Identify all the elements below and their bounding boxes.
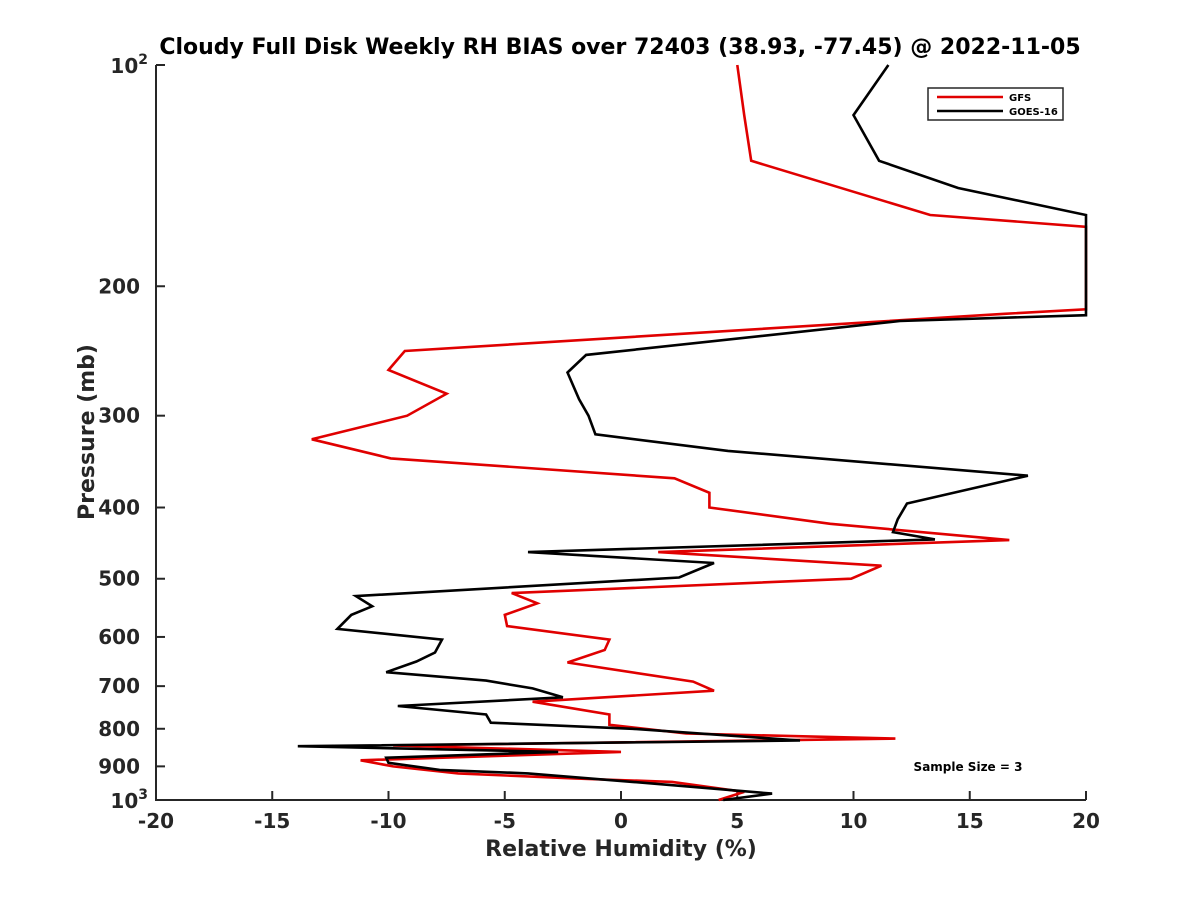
legend: GFS GOES-16 bbox=[927, 87, 1064, 121]
plot-area: -20 -15 -10 -5 0 5 10 15 20 102 200 300 400 500 600 70… bbox=[98, 52, 1100, 833]
x-tick-label: -15 bbox=[254, 809, 290, 833]
series-line-goes-16 bbox=[297, 64, 1088, 802]
series-lines bbox=[297, 64, 1088, 802]
y-tick-label: 700 bbox=[98, 674, 140, 698]
y-axis-label: Pressure (mb) bbox=[75, 344, 100, 520]
y-tick-label: 400 bbox=[98, 496, 140, 520]
y-tick-label: 500 bbox=[98, 567, 140, 591]
x-tick-label: 10 bbox=[840, 809, 868, 833]
legend-box bbox=[927, 87, 1064, 121]
chart-title: Cloudy Full Disk Weekly RH BIAS over 724… bbox=[159, 35, 1080, 60]
y-tick-label: 103 bbox=[110, 787, 148, 813]
x-tick-label: -10 bbox=[370, 809, 406, 833]
x-axis-ticks: -20 -15 -10 -5 0 5 10 15 20 bbox=[138, 791, 1100, 833]
x-tick-label: -20 bbox=[138, 809, 174, 833]
y-tick-label: 600 bbox=[98, 625, 140, 649]
x-tick-label: 0 bbox=[614, 809, 628, 833]
y-tick-label: 800 bbox=[98, 717, 140, 741]
series-line-gfs bbox=[311, 64, 1088, 802]
x-tick-label: 5 bbox=[730, 809, 744, 833]
x-tick-label: 20 bbox=[1072, 809, 1100, 833]
y-tick-label: 102 bbox=[110, 52, 148, 78]
legend-label-gfs: GFS bbox=[1009, 93, 1031, 104]
x-axis-label: Relative Humidity (%) bbox=[485, 837, 757, 862]
y-tick-label: 900 bbox=[98, 754, 140, 778]
sample-size-annotation: Sample Size = 3 bbox=[914, 760, 1023, 774]
x-tick-label: -5 bbox=[494, 809, 516, 833]
y-tick-label: 300 bbox=[98, 404, 140, 428]
x-tick-label: 15 bbox=[956, 809, 984, 833]
y-tick-label: 200 bbox=[98, 274, 140, 298]
legend-label-goes-16: GOES-16 bbox=[1009, 107, 1058, 118]
y-axis-ticks: 102 200 300 400 500 600 700 800 900 103 bbox=[98, 52, 165, 813]
